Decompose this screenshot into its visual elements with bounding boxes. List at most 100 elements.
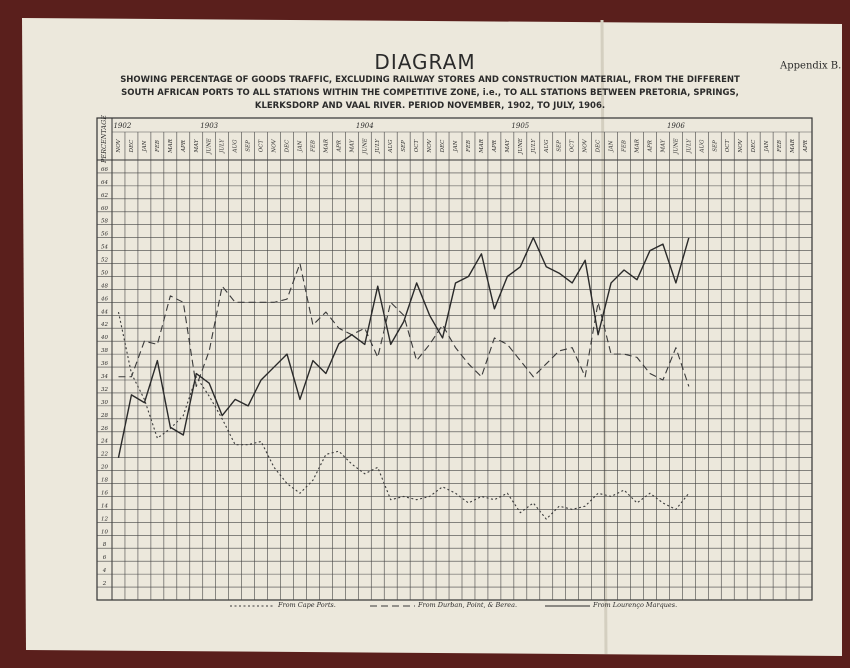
y-tick-label: 50 (101, 270, 108, 276)
x-tick-label: SEP (246, 140, 252, 152)
y-tick-label: 56 (101, 232, 108, 238)
y-tick-label: 32 (101, 387, 108, 393)
year-label: 1906 (667, 122, 685, 130)
x-tick-label: JUNE (673, 138, 679, 155)
y-tick-label: 14 (101, 503, 108, 509)
y-tick-label: 2 (102, 581, 107, 587)
x-tick-label: SEP (712, 140, 718, 152)
x-tick-label: APR (647, 140, 653, 153)
y-tick-label: 64 (101, 180, 108, 186)
y-tick-label: 18 (101, 478, 108, 484)
year-label: 1903 (200, 122, 218, 130)
x-tick-label: JAN (764, 140, 770, 152)
x-tick-label: SEP (401, 140, 407, 152)
legend-label: From Durban, Point, & Berea. (417, 601, 517, 609)
x-tick-label: OCT (725, 139, 731, 152)
x-tick-label: OCT (570, 139, 576, 152)
x-tick-label: OCT (414, 139, 420, 152)
y-tick-label: 40 (100, 335, 108, 341)
x-tick-label: APR (803, 140, 809, 153)
x-tick-label: JUNE (362, 138, 368, 155)
y-tick-label: 52 (101, 258, 108, 264)
paper (22, 18, 842, 656)
year-label: 1904 (356, 122, 374, 130)
x-tick-label: MAR (168, 139, 174, 154)
x-tick-label: NOV (427, 138, 433, 153)
y-tick-label: 38 (101, 348, 108, 354)
y-tick-label: 26 (100, 426, 108, 432)
x-tick-label: DEC (751, 139, 757, 153)
x-tick-label: FEB (155, 140, 161, 153)
y-tick-label: 28 (100, 413, 108, 419)
x-tick-label: JULY (531, 138, 537, 154)
y-tick-label: 22 (100, 452, 108, 458)
appendix-label: Appendix B. (779, 61, 841, 72)
x-tick-label: FEB (777, 140, 783, 153)
x-tick-label: JAN (297, 140, 303, 152)
x-tick-label: NOV (272, 138, 278, 153)
x-tick-label: APR (181, 140, 187, 153)
y-tick-label: 36 (101, 361, 108, 367)
series-line (118, 262, 690, 388)
y-tick-label: 30 (101, 400, 108, 406)
x-tick-label: NOV (583, 138, 589, 153)
x-tick-label: APR (492, 140, 498, 153)
x-tick-label: SEP (557, 140, 563, 152)
legend-label: From Cape Ports. (277, 601, 336, 609)
y-tick-label: 24 (100, 439, 108, 445)
x-tick-label: JUNE (207, 138, 213, 155)
x-tick-label: JUNE (518, 138, 524, 155)
x-tick-label: NOV (738, 138, 744, 153)
y-tick-label: 44 (100, 309, 108, 315)
y-tick-label: 58 (101, 219, 108, 225)
y-tick-label: 4 (102, 568, 107, 574)
x-tick-label: MAY (349, 138, 355, 153)
x-tick-label: FEB (622, 140, 628, 153)
y-tick-label: 16 (101, 490, 108, 496)
y-tick-label: 66 (101, 167, 108, 173)
y-tick-label: 62 (101, 193, 108, 199)
x-tick-label: OCT (259, 139, 265, 152)
legend-label: From Lourenço Marques. (592, 601, 677, 609)
y-tick-label: 8 (103, 542, 107, 548)
x-tick-label: MAY (194, 138, 200, 153)
year-label: 1902 (113, 122, 131, 130)
x-tick-label: AUG (544, 139, 550, 154)
x-tick-label: DEC (129, 139, 135, 153)
x-tick-label: MAY (505, 138, 511, 153)
y-tick-label: 10 (101, 529, 108, 535)
x-tick-label: JAN (453, 140, 459, 152)
x-tick-label: JAN (142, 140, 148, 152)
x-tick-label: AUG (233, 139, 239, 154)
x-tick-label: NOV (116, 138, 122, 153)
y-tick-label: 34 (101, 374, 108, 380)
x-tick-label: MAY (660, 138, 666, 153)
x-tick-label: APR (336, 140, 342, 153)
y-tick-label: 48 (100, 283, 108, 289)
y-tick-label: 54 (101, 245, 108, 251)
y-tick-label: 6 (103, 555, 107, 561)
y-axis-label: PERCENTAGE (100, 115, 108, 164)
x-tick-label: JULY (375, 138, 381, 154)
y-tick-label: 20 (100, 465, 108, 471)
series-line (117, 236, 690, 458)
y-tick-label: 42 (100, 322, 108, 328)
chart-subtitle: SHOWING PERCENTAGE OF GOODS TRAFFIC, EXC… (120, 75, 740, 111)
x-tick-label: JULY (686, 138, 692, 154)
x-tick-label: DEC (285, 139, 291, 153)
x-tick-label: JAN (609, 140, 615, 152)
x-tick-label: DEC (596, 139, 602, 153)
y-tick-label: 60 (101, 206, 108, 212)
x-tick-label: AUG (388, 139, 394, 154)
x-tick-label: FEB (466, 140, 472, 153)
frame (96, 117, 813, 601)
x-tick-label: MAR (479, 139, 485, 154)
x-tick-label: AUG (699, 139, 705, 154)
x-tick-label: MAR (790, 139, 796, 154)
x-tick-label: MAR (323, 139, 329, 154)
chart-title: DIAGRAM (374, 50, 476, 74)
year-label: 1905 (511, 122, 529, 130)
x-tick-label: MAR (635, 139, 641, 154)
